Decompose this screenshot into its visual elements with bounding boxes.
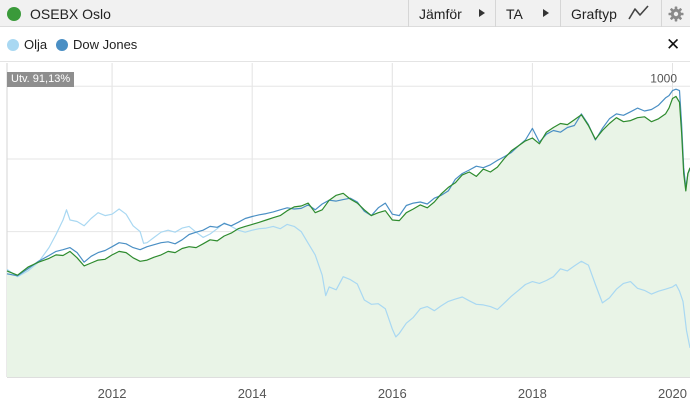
gear-icon	[668, 6, 684, 21]
x-tick-label: 2016	[378, 386, 407, 401]
compare-label: Jämför	[419, 5, 462, 22]
legend-item-olja[interactable]: Olja	[7, 37, 47, 52]
x-tick-label: 2020	[658, 386, 687, 401]
legend-item-dow-jones[interactable]: Dow Jones	[56, 37, 137, 52]
settings-button[interactable]	[661, 0, 690, 27]
ta-arrow-icon	[543, 9, 549, 17]
x-tick-label: 2012	[98, 386, 127, 401]
series-line-osebx-oslo	[6, 95, 690, 276]
legend-bar: Olja Dow Jones ✕	[0, 28, 690, 62]
instrument-color-dot	[7, 6, 21, 21]
compare-arrow-icon	[479, 9, 485, 17]
close-icon[interactable]: ✕	[666, 35, 681, 54]
toolbar: OSEBX Oslo Jämför TA Graftyp	[0, 0, 690, 27]
ta-label: TA	[506, 5, 523, 22]
legend-dot-dow-jones	[56, 38, 68, 51]
x-tick-label: 2018	[518, 386, 547, 401]
y-tick-label: 1000	[650, 71, 677, 85]
line-chart-icon	[628, 5, 649, 20]
instrument-title: OSEBX Oslo	[30, 5, 111, 22]
legend-label-dow-jones: Dow Jones	[73, 37, 138, 52]
chart-canvas[interactable]: 201220142016201820202505007501000	[0, 63, 690, 407]
legend-dot-olja	[7, 38, 19, 51]
series-area-osebx-oslo	[7, 96, 690, 378]
change-badge: Utv. 91,13%	[7, 72, 75, 87]
x-tick-label: 2014	[238, 386, 267, 401]
ta-button[interactable]: TA	[495, 0, 560, 27]
compare-button[interactable]: Jämför	[408, 0, 495, 27]
series-line-olja	[6, 208, 690, 349]
instrument-selector[interactable]: OSEBX Oslo	[0, 0, 111, 27]
legend-label-olja: Olja	[24, 37, 48, 52]
price-chart[interactable]: 201220142016201820202505007501000 Utv. 9…	[0, 63, 690, 407]
graph-type-button[interactable]: Graftyp	[560, 0, 661, 27]
series-line-dow-jones	[6, 88, 690, 277]
graph-type-label: Graftyp	[571, 5, 617, 22]
